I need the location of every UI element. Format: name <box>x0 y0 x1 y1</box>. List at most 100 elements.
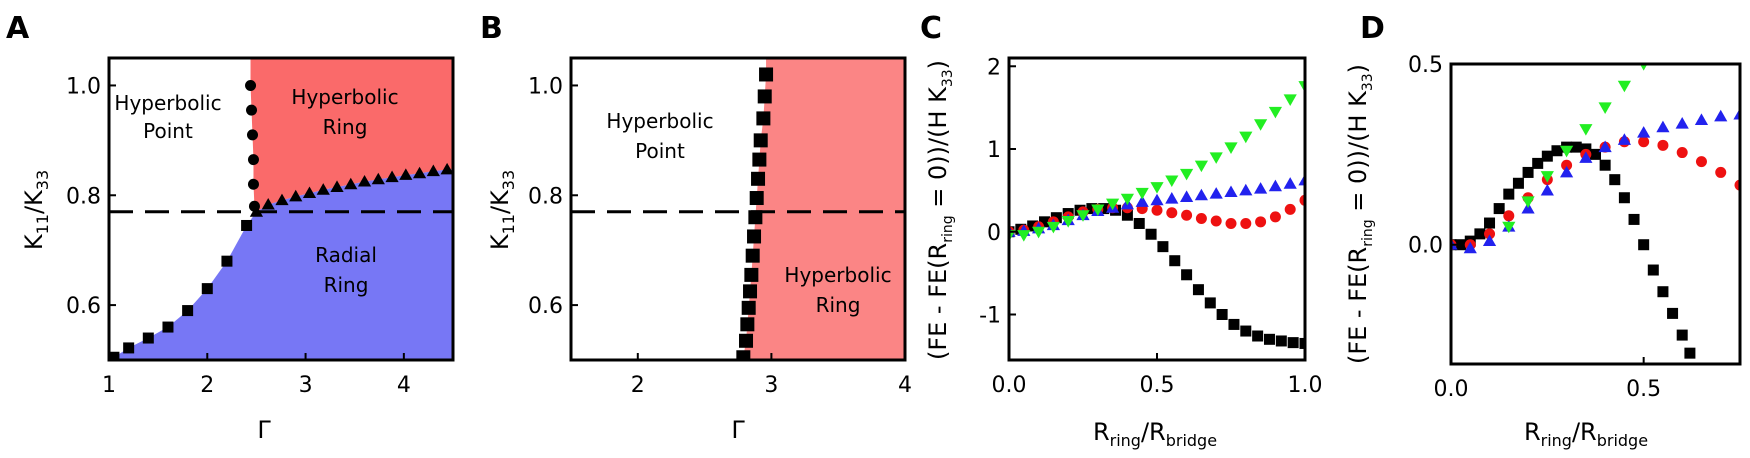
y-axis-label-a: K11/K33 <box>20 170 52 250</box>
data-point-triangle-down <box>1298 81 1305 93</box>
data-point-circle <box>1255 216 1267 228</box>
panel-d-markers <box>1451 64 1740 359</box>
data-point-triangle <box>289 189 303 202</box>
data-point-triangle-down <box>1268 106 1282 119</box>
panel-d: D 0.0 0.5 0.0 0.5 Rring/Rbridge (FE - FE(Rr… <box>1344 11 1742 450</box>
panel-a-markers <box>109 79 453 360</box>
y-axis-label-c: (FE - FE(Rring = 0))/(H K33) <box>924 60 956 360</box>
data-point-square <box>753 133 768 148</box>
x-tick-label: 0.0 <box>992 373 1027 398</box>
y-axis-label-b: K11/K33 <box>486 170 518 250</box>
data-point-square <box>1181 269 1193 281</box>
data-point-square <box>1204 297 1216 309</box>
data-point-square <box>745 248 760 263</box>
data-point-triangle-down <box>1239 131 1253 144</box>
data-point-triangle-up <box>1150 193 1164 206</box>
data-point-square <box>1512 177 1524 189</box>
data-point-square <box>740 317 755 332</box>
data-point-square <box>1192 284 1204 296</box>
data-point-triangle <box>426 164 440 177</box>
x-axis-label-a: Γ <box>257 416 271 444</box>
data-point-square <box>1599 159 1611 171</box>
y-tick-label: 0.6 <box>66 294 101 319</box>
data-point-triangle-up <box>1560 165 1574 178</box>
x-tick-label: 2 <box>631 373 645 398</box>
data-point-circle <box>1695 156 1707 168</box>
panel-letter-b: B <box>480 11 503 46</box>
data-point-circle <box>1503 210 1515 222</box>
data-point-triangle-down <box>1502 221 1516 234</box>
data-point-triangle-down <box>1194 160 1208 173</box>
data-point-circle <box>1166 207 1178 219</box>
data-point-circle <box>1225 217 1237 229</box>
data-point-triangle-down <box>1224 142 1238 154</box>
data-point-square <box>756 111 771 126</box>
data-point-triangle <box>316 183 330 195</box>
data-point-square <box>1541 150 1553 162</box>
region-label-radial-ring-2: Ring <box>324 273 369 297</box>
data-point-circle <box>246 129 258 141</box>
region-label-radial-ring: Radial <box>315 243 377 267</box>
data-point-square <box>109 351 120 360</box>
data-point-square <box>1551 145 1563 157</box>
data-point-square <box>1216 308 1228 320</box>
data-point-square <box>1455 239 1467 251</box>
data-point-square <box>744 267 759 282</box>
y-tick-label: 0.5 <box>1408 53 1443 78</box>
region-label-hyperbolic-ring: Hyperbolic <box>784 263 891 287</box>
data-point-square <box>752 152 767 167</box>
data-point-circle <box>1284 203 1296 215</box>
data-point-square <box>1252 330 1264 342</box>
region-label-hyperbolic-point-2: Point <box>143 119 193 143</box>
data-point-triangle <box>249 205 264 217</box>
panel-c-ticks: 0.0 0.5 1.0 -1 0 1 2 <box>979 55 1322 398</box>
data-point-square <box>123 342 135 354</box>
panel-b-ticks: 2 3 4 0.6 0.8 1.0 <box>528 74 912 398</box>
data-point-triangle <box>357 174 372 187</box>
data-point-triangle-up <box>1268 179 1282 192</box>
data-point-square <box>1121 209 1133 221</box>
data-point-square <box>162 321 174 333</box>
panel-b: B Hyperbolic Point Hyperbolic Ring 2 3 4 0.… <box>480 11 912 444</box>
data-point-triangle-down <box>1017 230 1031 242</box>
data-point-triangle-down <box>1283 94 1297 106</box>
region-label-hyperbolic-ring-2: Ring <box>323 115 368 139</box>
data-point-circle <box>1195 213 1207 225</box>
data-point-square <box>741 300 756 315</box>
data-point-triangle-up <box>1656 120 1670 133</box>
data-point-circle <box>1210 215 1222 227</box>
data-point-square <box>1570 141 1582 153</box>
region-label-hyperbolic-point-2: Point <box>635 139 685 163</box>
data-point-square <box>1684 347 1696 359</box>
plot-frame-b <box>569 56 907 362</box>
data-point-circle <box>247 154 259 166</box>
data-point-square <box>221 255 233 267</box>
panel-c: C 0.0 0.5 1.0 -1 0 1 2 Rring/Rbridge (FE - FE(… <box>920 11 1323 450</box>
x-tick-label: 3 <box>764 373 778 398</box>
data-point-triangle-up <box>1579 151 1593 163</box>
y-tick-label: 1.0 <box>528 74 563 99</box>
data-point-square <box>1609 174 1621 186</box>
data-point-triangle-up <box>1239 183 1253 196</box>
data-point-square <box>751 171 766 186</box>
panel-b-markers <box>736 67 774 360</box>
y-tick-label: 0 <box>987 221 1001 246</box>
data-point-triangle-up <box>1617 133 1631 145</box>
data-point-circle <box>1561 159 1573 171</box>
y-tick-label: 1 <box>987 138 1001 163</box>
data-point-circle <box>1240 217 1252 229</box>
data-point-triangle-up <box>1694 113 1709 125</box>
data-point-square <box>1027 220 1039 232</box>
data-point-square <box>748 210 763 225</box>
data-point-triangle-up <box>1540 183 1554 196</box>
x-tick-label: 2 <box>200 373 214 398</box>
data-point-triangle <box>275 193 289 206</box>
data-point-triangle-down <box>1032 226 1046 239</box>
data-point-triangle-down <box>1106 198 1120 211</box>
data-point-square <box>1133 217 1145 229</box>
data-point-triangle-down <box>1135 187 1149 200</box>
data-point-square <box>759 67 774 82</box>
data-point-square <box>1503 188 1515 200</box>
data-point-triangle-down <box>1617 80 1631 93</box>
